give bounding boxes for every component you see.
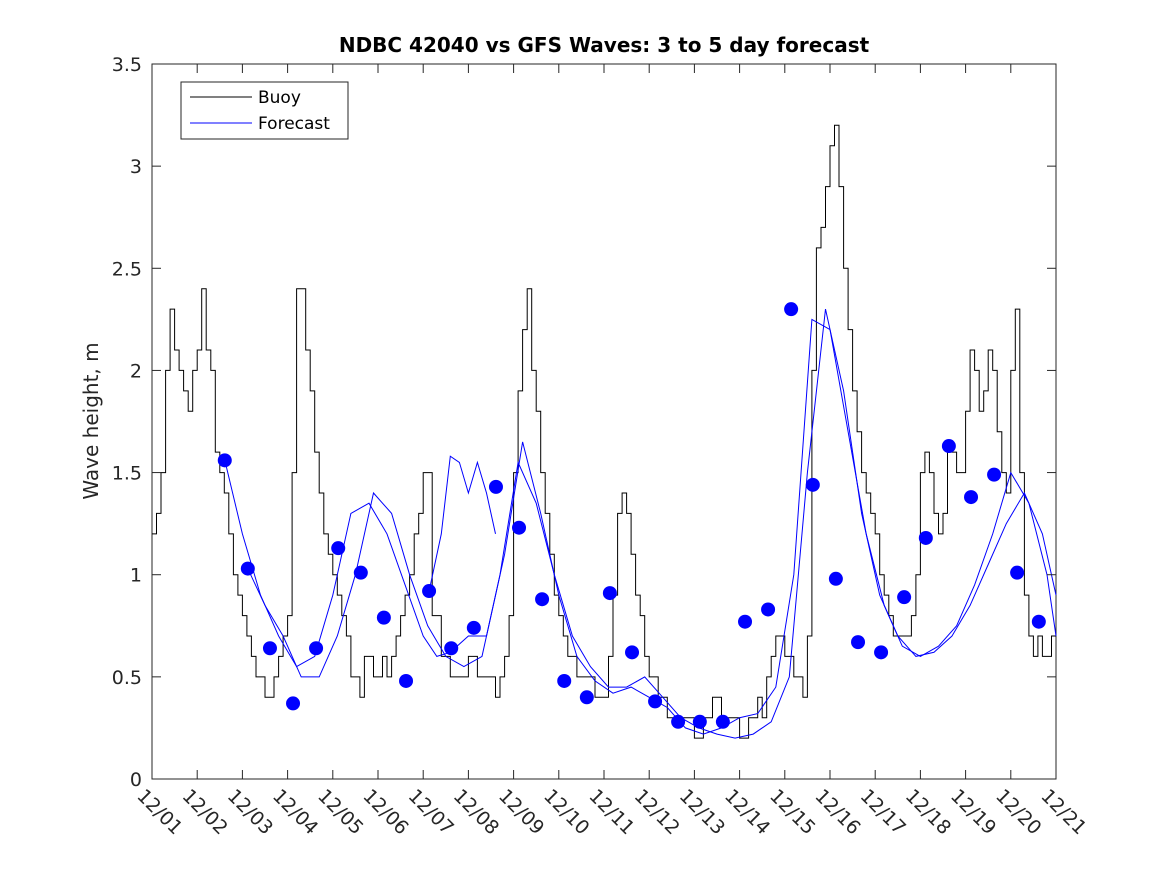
legend: Buoy Forecast [180,81,349,140]
x-tick-label: 12/02 [178,785,232,839]
forecast-line [247,308,1057,739]
forecast-marker [874,645,889,660]
x-tick-label: 12/01 [132,785,186,839]
forecast-marker [692,714,707,729]
forecast-marker [399,673,414,688]
forecast-marker [557,673,572,688]
forecast-marker [512,520,527,535]
y-tick-label: 2.5 [112,258,142,280]
x-tick-label: 12/21 [1036,785,1090,839]
forecast-marker [897,590,912,605]
x-tick-label: 12/12 [630,785,684,839]
y-tick-label: 3.5 [112,54,142,76]
x-tick-label: 12/03 [223,785,277,839]
forecast-marker [761,602,776,617]
forecast-marker [805,477,820,492]
x-tick-label: 12/07 [404,785,458,839]
forecast-marker [331,541,346,556]
x-tick-label: 12/05 [313,785,367,839]
y-axis: 0 0.5 1 1.5 2 2.5 3 3.5 [112,54,1056,791]
legend-label-buoy: Buoy [258,88,301,108]
y-tick-label: 0 [130,769,142,791]
marker-layer [217,302,1046,729]
buoy-line [152,124,1056,739]
y-tick-label: 0.5 [112,667,142,689]
x-tick-label: 12/14 [720,785,774,839]
x-tick-label: 12/04 [268,785,322,839]
forecast-marker [535,592,550,607]
forecast-marker [1031,614,1046,629]
forecast-marker [286,696,301,711]
axes-box [151,63,1057,780]
forecast-marker [738,614,753,629]
x-tick-label: 12/15 [765,785,819,839]
y-tick-label: 2 [130,360,142,382]
x-tick-label: 12/11 [584,785,638,839]
forecast-marker [671,714,686,729]
forecast-marker [579,690,594,705]
forecast-marker [851,635,866,650]
forecast-line [428,455,496,592]
y-axis-label: Wave height, m [79,342,103,499]
forecast-marker [353,565,368,580]
forecast-marker [444,641,459,656]
forecast-marker [648,694,663,709]
forecast-marker [1010,565,1025,580]
x-tick-label: 12/20 [991,785,1045,839]
y-tick-label: 1.5 [112,463,142,485]
forecast-marker [941,439,956,454]
legend-box [180,81,349,140]
x-tick-label: 12/13 [675,785,729,839]
forecast-marker [466,620,481,635]
forecast-marker [784,302,799,317]
forecast-marker [488,479,503,494]
forecast-marker [602,586,617,601]
y-tick-label: 3 [130,156,142,178]
forecast-marker [422,584,437,599]
x-tick-label: 12/06 [358,785,412,839]
y-tick-label: 1 [130,565,142,587]
series-layer [152,124,1057,739]
forecast-marker [715,714,730,729]
chart-title: NDBC 42040 vs GFS Waves: 3 to 5 day fore… [339,33,870,57]
forecast-marker [240,561,255,576]
x-tick-label: 12/16 [810,785,864,839]
x-tick-label: 12/08 [449,785,503,839]
x-tick-label: 12/17 [856,785,910,839]
forecast-marker [262,641,277,656]
forecast-marker [376,610,391,625]
forecast-marker [918,530,933,545]
forecast-marker [964,490,979,505]
forecast-marker [217,453,232,468]
forecast-marker [625,645,640,660]
x-tick-label: 12/09 [494,785,548,839]
forecast-marker [309,641,324,656]
x-tick-label: 12/10 [539,785,593,839]
plot-area [151,63,1057,780]
x-tick-label: 12/18 [901,785,955,839]
forecast-marker [828,571,843,586]
x-tick-label: 12/19 [946,785,1000,839]
legend-label-forecast: Forecast [258,114,330,134]
forecast-marker [987,467,1002,482]
